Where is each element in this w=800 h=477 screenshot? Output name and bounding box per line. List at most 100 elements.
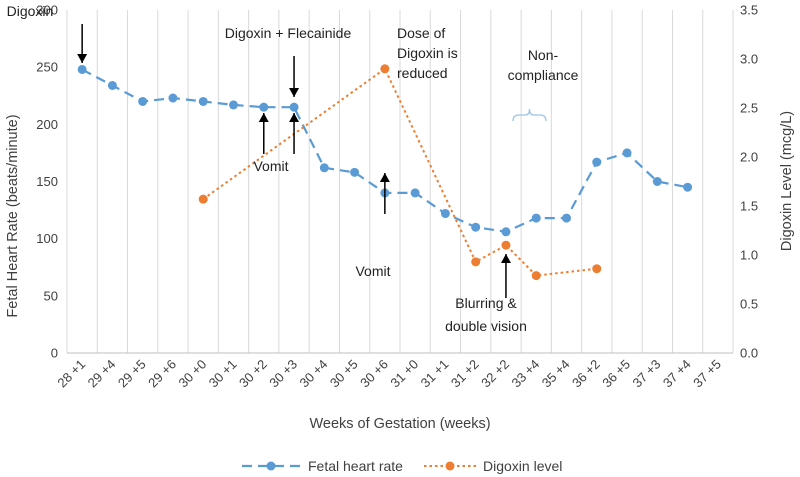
data-point bbox=[198, 96, 208, 106]
data-point bbox=[138, 96, 148, 106]
annotation-blurring: Blurring & bbox=[455, 295, 517, 311]
x-tick-label: 30 +5 bbox=[327, 357, 361, 391]
data-point bbox=[622, 148, 632, 158]
annotation-arrow-head bbox=[379, 173, 390, 182]
annotation-digoxin: Digoxin bbox=[7, 3, 54, 19]
legend-label-fetal-heart-rate: Fetal heart rate bbox=[308, 458, 403, 474]
annotation-dose-reduced: reduced bbox=[397, 65, 448, 81]
data-point bbox=[77, 64, 87, 74]
annotation-vomit-1: Vomit bbox=[253, 158, 288, 174]
x-tick-label: 37 +3 bbox=[630, 357, 664, 391]
x-tick-label: 33 +4 bbox=[508, 357, 542, 391]
right-y-tick-label: 2.0 bbox=[740, 150, 758, 165]
annotation-blurring: double vision bbox=[445, 318, 527, 334]
series-line bbox=[202, 67, 597, 277]
annotation-dose-reduced: Digoxin is bbox=[397, 45, 458, 61]
data-point bbox=[471, 222, 481, 232]
data-point bbox=[501, 240, 511, 250]
annotation-arrow-head bbox=[258, 113, 269, 122]
data-point bbox=[289, 102, 299, 112]
x-tick-label: 36 +5 bbox=[599, 357, 633, 391]
x-tick-label: 32 +2 bbox=[478, 357, 512, 391]
x-tick-label: 28 +1 bbox=[54, 357, 88, 391]
annotation-noncompliance: compliance bbox=[508, 67, 579, 83]
series-digoxin-level bbox=[198, 64, 602, 281]
left-y-tick-label: 200 bbox=[36, 117, 58, 132]
x-tick-label: 36 +2 bbox=[569, 357, 603, 391]
x-tick-label: 30 +1 bbox=[206, 357, 240, 391]
left-y-tick-label: 100 bbox=[36, 231, 58, 246]
data-point bbox=[531, 271, 541, 281]
data-point bbox=[107, 80, 117, 90]
data-point bbox=[501, 227, 511, 237]
legend: Fetal heart rate Digoxin level bbox=[242, 458, 562, 474]
x-tick-label: 30 +3 bbox=[266, 357, 300, 391]
noncompliance-bracket bbox=[512, 108, 547, 122]
annotation-digoxin-flec: Digoxin + Flecainide bbox=[225, 25, 352, 41]
data-point bbox=[440, 209, 450, 219]
x-tick-label: 31 +2 bbox=[448, 357, 482, 391]
data-point bbox=[380, 64, 390, 74]
legend-label-digoxin-level: Digoxin level bbox=[483, 458, 562, 474]
x-tick-label: 30 +6 bbox=[357, 357, 391, 391]
annotations-layer: Digoxin Digoxin + Flecainide Vomit Dose of D… bbox=[7, 3, 579, 334]
data-point bbox=[168, 93, 178, 103]
annotation-arrow-head bbox=[289, 113, 300, 122]
right-y-axis-title: Digoxin Level (mcg/L) bbox=[779, 111, 795, 251]
x-tick-label: 31 +1 bbox=[418, 357, 452, 391]
right-y-tick-label: 0.0 bbox=[740, 346, 758, 361]
data-point bbox=[683, 182, 693, 192]
right-y-tick-label: 3.0 bbox=[740, 52, 758, 67]
left-y-tick-label: 300 bbox=[36, 3, 58, 18]
data-point bbox=[198, 194, 208, 204]
x-tick-label: 35 +4 bbox=[539, 357, 573, 391]
left-y-axis-title: Fetal Heart Rate (beats/minute) bbox=[5, 114, 21, 317]
x-tick-label: 31 +0 bbox=[387, 357, 421, 391]
x-tick-label: 37 +4 bbox=[660, 357, 694, 391]
series-layer bbox=[77, 64, 693, 281]
x-tick-label: 29 +4 bbox=[85, 357, 119, 391]
annotation-noncompliance: Non- bbox=[528, 47, 559, 63]
left-y-tick-label: 50 bbox=[44, 288, 58, 303]
annotation-arrow-head bbox=[77, 54, 88, 63]
x-tick-label: 30 +4 bbox=[297, 357, 331, 391]
right-y-tick-label: 1.5 bbox=[740, 199, 758, 214]
right-y-tick-label: 2.5 bbox=[740, 101, 758, 116]
data-point bbox=[319, 163, 329, 173]
data-point bbox=[259, 102, 269, 112]
data-point bbox=[562, 213, 571, 223]
right-y-axis-ticks: 0.0 0.5 1.0 1.5 2.0 2.5 3.0 3.5 bbox=[740, 3, 758, 361]
left-y-axis-ticks: 0 50 100 150 200 250 300 bbox=[36, 3, 58, 361]
data-point bbox=[410, 188, 420, 198]
x-tick-label: 37 +5 bbox=[690, 357, 724, 391]
data-point bbox=[592, 264, 602, 274]
right-y-tick-label: 1.0 bbox=[740, 248, 758, 263]
legend-item-fetal-heart-rate: Fetal heart rate bbox=[242, 458, 403, 474]
data-point bbox=[592, 157, 602, 167]
x-tick-label: 29 +6 bbox=[145, 357, 179, 391]
right-y-tick-label: 0.5 bbox=[740, 297, 758, 312]
x-tick-label: 29 +5 bbox=[115, 357, 149, 391]
legend-marker-digoxin-level bbox=[445, 461, 455, 471]
right-y-tick-label: 3.5 bbox=[740, 3, 758, 18]
x-axis-ticks: 28 +129 +429 +529 +630 +030 +130 +230 +3… bbox=[54, 357, 724, 391]
annotation-arrow-head bbox=[500, 254, 511, 263]
left-y-tick-label: 0 bbox=[51, 346, 58, 361]
legend-item-digoxin-level: Digoxin level bbox=[424, 458, 562, 474]
annotation-dose-reduced: Dose of bbox=[397, 25, 445, 41]
data-point bbox=[531, 213, 541, 223]
x-axis-title: Weeks of Gestation (weeks) bbox=[309, 416, 490, 432]
annotation-vomit-2: Vomit bbox=[355, 263, 390, 279]
data-point bbox=[350, 167, 360, 177]
vertical-gridlines bbox=[66, 10, 734, 353]
x-tick-label: 30 +0 bbox=[175, 357, 209, 391]
legend-marker-fetal-heart-rate bbox=[266, 461, 276, 471]
annotation-arrow-head bbox=[289, 88, 300, 97]
data-point bbox=[229, 100, 238, 110]
left-y-tick-label: 250 bbox=[36, 60, 58, 75]
x-tick-label: 30 +2 bbox=[236, 357, 270, 391]
data-point bbox=[652, 177, 662, 186]
data-point bbox=[471, 257, 481, 267]
left-y-tick-label: 150 bbox=[36, 174, 58, 189]
